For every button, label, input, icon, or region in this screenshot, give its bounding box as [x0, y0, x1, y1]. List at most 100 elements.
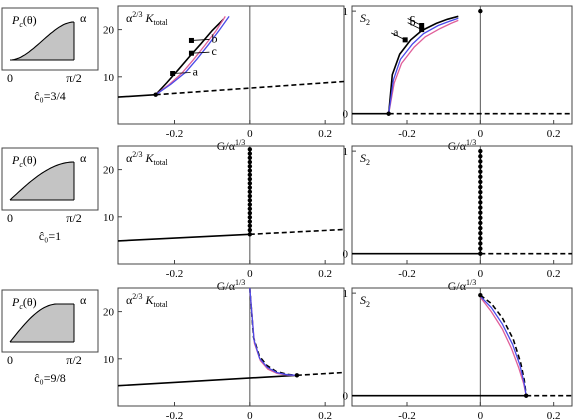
inset-caption: ĉ₀=1 — [39, 229, 61, 243]
series-line — [388, 17, 459, 114]
data-point — [247, 210, 253, 216]
y-tick-label: 10 — [103, 354, 115, 366]
data-point — [247, 185, 253, 190]
y-tick-label: 1 — [343, 6, 349, 18]
data-point — [153, 92, 158, 97]
y-tick-label: 20 — [103, 307, 115, 319]
data-point — [247, 193, 253, 199]
x-tick-label: 0 — [247, 410, 253, 420]
x-tick-label: -0.2 — [166, 128, 183, 140]
marker-leader — [407, 18, 422, 26]
inset-alpha: α — [80, 151, 87, 165]
inset-x0: 0 — [7, 353, 13, 367]
x-tick-label: -0.2 — [398, 410, 415, 420]
panel-title: S2 — [360, 293, 370, 309]
panel-title: S2 — [360, 151, 370, 167]
marker-leader — [191, 39, 210, 41]
panel-frame — [117, 5, 345, 125]
series-line — [479, 294, 527, 396]
data-point — [247, 147, 253, 152]
y-tick-label: 0 — [343, 109, 349, 121]
marker-label: b — [211, 31, 217, 45]
data-point — [478, 148, 483, 154]
data-point — [294, 373, 300, 378]
panel-frame — [351, 145, 573, 265]
data-point — [478, 195, 483, 200]
series-line — [387, 15, 459, 114]
panel-title: S2 — [360, 11, 370, 27]
marker-label: a — [193, 64, 199, 78]
x-tick-label: -0.2 — [166, 410, 183, 420]
data-point — [247, 219, 253, 224]
inset-sigmoid: Pc(θ) α 0 π/2ĉ₀=3/4 — [1, 7, 99, 103]
series-line — [117, 374, 297, 387]
x-tick-label: -0.2 — [166, 268, 183, 280]
data-point — [478, 189, 483, 195]
series-line — [117, 233, 250, 242]
data-point — [478, 225, 483, 231]
data-point — [247, 198, 253, 203]
data-point — [247, 189, 253, 194]
marker-label: c — [410, 10, 415, 24]
panel-frame — [117, 287, 345, 407]
data-point — [247, 181, 253, 186]
data-point — [478, 236, 483, 241]
x-axis-label: G/α1/3 — [217, 278, 246, 293]
inset-x0: 0 — [7, 71, 13, 85]
data-point — [478, 241, 483, 246]
data-point — [247, 155, 253, 160]
inset-sine: Pc(θ) α 0 π/2 ĉ₀=1 — [1, 147, 99, 243]
x-tick-label: 0 — [478, 268, 484, 280]
series-line — [249, 287, 297, 376]
data-point — [478, 292, 483, 298]
data-point — [478, 205, 483, 210]
inset-caption: ĉ₀=9/8 — [34, 371, 66, 385]
data-point — [247, 176, 253, 182]
data-point — [478, 251, 483, 256]
data-point — [478, 200, 483, 205]
data-point — [478, 246, 483, 251]
series-line — [249, 287, 297, 377]
series-line — [296, 371, 345, 377]
data-point — [478, 169, 483, 174]
marker-leader — [172, 72, 191, 74]
x-tick-label: 0.2 — [318, 410, 332, 420]
inset-alpha: α — [80, 293, 87, 307]
inset-x1: π/2 — [66, 211, 81, 225]
panel-title: α2/3 Ktotal — [126, 10, 169, 27]
series-line — [479, 296, 527, 396]
s-panel: -0.2 0 0.2 0 1 S2 G/α1/3 — [343, 145, 573, 293]
data-point — [247, 206, 253, 211]
x-tick-label: -0.2 — [398, 128, 415, 140]
inset-frame — [1, 289, 99, 353]
series-line — [249, 287, 297, 376]
inset-frame — [1, 147, 99, 211]
y-tick-label: 0 — [343, 391, 349, 403]
inset-ylabel: Pc(θ) — [11, 295, 37, 311]
inset-x1: π/2 — [66, 353, 81, 367]
panel-title: α2/3 Ktotal — [126, 150, 169, 167]
data-point — [247, 232, 253, 237]
inset-curve — [9, 21, 75, 61]
inset-x1: π/2 — [66, 71, 81, 85]
inset-ylabel: Pc(θ) — [11, 13, 37, 29]
data-point — [478, 231, 483, 236]
marker-label: b — [410, 15, 416, 29]
y-tick-label: 0 — [343, 249, 349, 261]
x-tick-label: 0 — [478, 128, 484, 140]
x-tick-label: 0.2 — [318, 268, 332, 280]
y-tick-label: 20 — [103, 25, 115, 37]
data-point — [386, 111, 391, 116]
marker-leader — [191, 51, 210, 54]
series-line — [155, 18, 225, 96]
series-line — [388, 19, 459, 114]
y-tick-label: 1 — [343, 146, 349, 158]
data-point — [247, 223, 253, 228]
data-point — [523, 393, 529, 398]
data-point — [247, 215, 253, 220]
y-tick-label: 20 — [103, 165, 115, 177]
x-tick-label: 0 — [478, 410, 484, 420]
